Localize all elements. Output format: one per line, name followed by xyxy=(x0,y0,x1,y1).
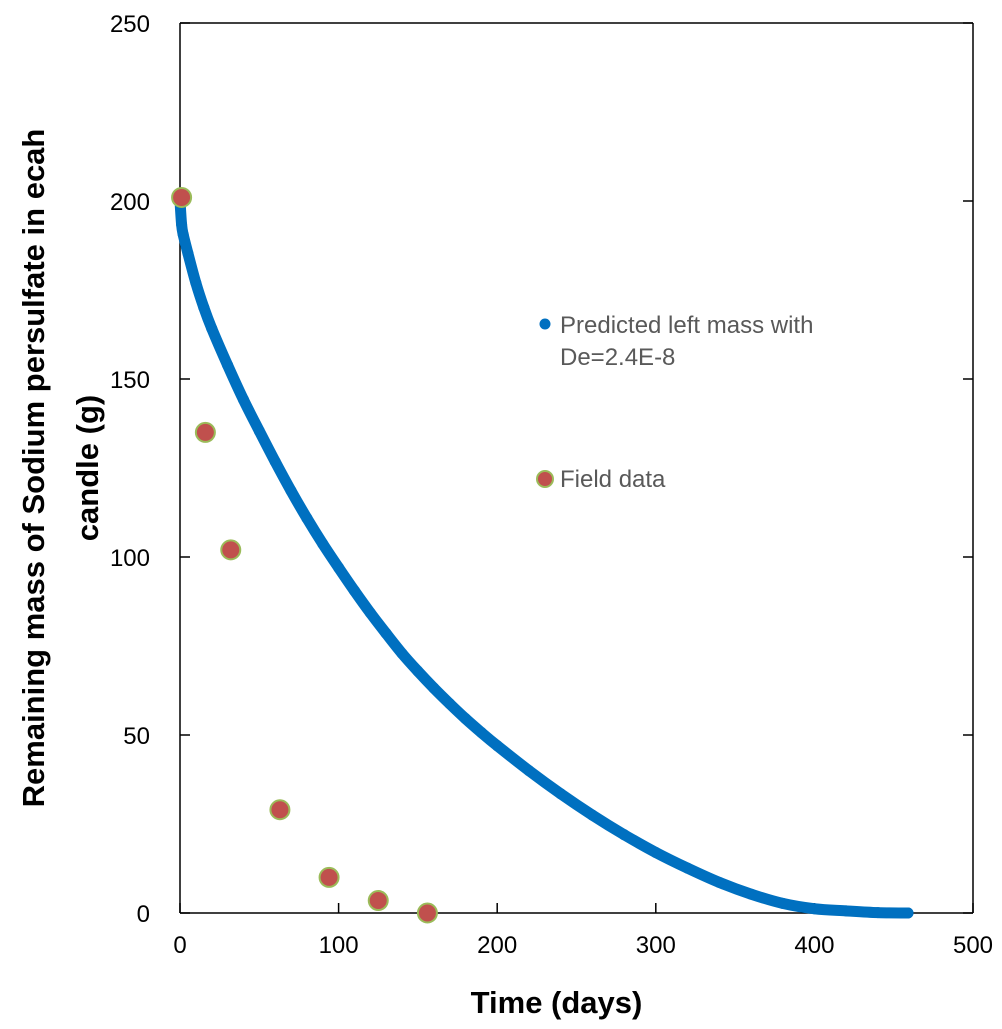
predicted-point xyxy=(523,765,535,777)
x-axis-title: Time (days) xyxy=(471,985,643,1020)
predicted-point xyxy=(206,322,218,334)
y-tick-label: 100 xyxy=(110,545,150,572)
x-ticks: 0 100 200 300 400 500 xyxy=(173,903,993,959)
y-tick-label: 50 xyxy=(123,723,150,750)
x-tick-label: 400 xyxy=(794,932,834,959)
field-data-point xyxy=(318,866,340,888)
predicted-point xyxy=(840,905,852,917)
predicted-point xyxy=(650,846,662,858)
y-tick-label: 200 xyxy=(110,189,150,216)
field-data-point xyxy=(416,902,438,924)
predicted-point xyxy=(491,740,503,752)
legend-label-predicted: De=2.4E-8 xyxy=(560,344,675,371)
field-data-point xyxy=(194,421,216,443)
predicted-point xyxy=(475,727,487,739)
predicted-point xyxy=(713,876,725,888)
field-data-point xyxy=(220,539,242,561)
predicted-point xyxy=(253,425,265,437)
field-data-point xyxy=(367,890,389,912)
y-axis-title: Remaining mass of Sodium persulfate in e… xyxy=(16,129,105,808)
predicted-point xyxy=(872,907,884,919)
predicted-point xyxy=(380,628,392,640)
predicted-point xyxy=(237,394,249,406)
plot-area: 0 100 200 300 400 500 0 50 100 150 200 250 xyxy=(110,11,993,959)
predicted-point xyxy=(190,277,202,289)
predicted-point xyxy=(412,665,424,677)
legend-label-predicted: Predicted left mass with xyxy=(560,312,813,339)
predicted-point xyxy=(176,218,188,230)
x-tick-label: 100 xyxy=(319,932,359,959)
predicted-point xyxy=(682,862,694,874)
predicted-point xyxy=(348,585,360,597)
x-tick-label: 300 xyxy=(636,932,676,959)
y-tick-label: 250 xyxy=(110,11,150,38)
field-data-point xyxy=(269,799,291,821)
predicted-point xyxy=(428,682,440,694)
predicted-point xyxy=(317,538,329,550)
predicted-point xyxy=(745,888,757,900)
legend-marker-predicted xyxy=(539,318,551,330)
x-tick-label: 200 xyxy=(477,932,517,959)
series-predicted xyxy=(174,195,914,919)
predicted-point xyxy=(459,713,471,725)
x-tick-label: 0 xyxy=(173,932,186,959)
predicted-point xyxy=(618,829,630,841)
legend: Predicted left mass with De=2.4E-8 Field d… xyxy=(536,312,813,493)
predicted-point xyxy=(364,607,376,619)
y-axis-title-line-1: Remaining mass of Sodium persulfate in e… xyxy=(16,129,51,808)
predicted-point xyxy=(269,456,281,468)
y-tick-label: 150 xyxy=(110,367,150,394)
predicted-point xyxy=(198,301,210,313)
y-tick-label: 0 xyxy=(137,901,150,928)
y-axis-title-line-2: candle (g) xyxy=(70,395,105,541)
predicted-point xyxy=(396,647,408,659)
x-tick-label: 500 xyxy=(953,932,993,959)
predicted-point xyxy=(182,247,194,259)
y-ticks: 0 50 100 150 200 250 xyxy=(110,11,973,928)
field-data-point xyxy=(171,186,193,208)
predicted-point xyxy=(777,897,789,909)
legend-marker-field xyxy=(536,470,554,488)
predicted-point xyxy=(333,562,345,574)
predicted-point xyxy=(177,228,189,240)
predicted-point xyxy=(555,788,567,800)
predicted-point xyxy=(444,698,456,710)
predicted-point xyxy=(586,809,598,821)
predicted-point xyxy=(285,485,297,497)
predicted-point xyxy=(902,907,914,919)
predicted-point xyxy=(808,903,820,915)
predicted-point xyxy=(301,512,313,524)
predicted-point xyxy=(222,359,234,371)
series-field xyxy=(171,186,438,924)
legend-label-field: Field data xyxy=(560,466,666,493)
